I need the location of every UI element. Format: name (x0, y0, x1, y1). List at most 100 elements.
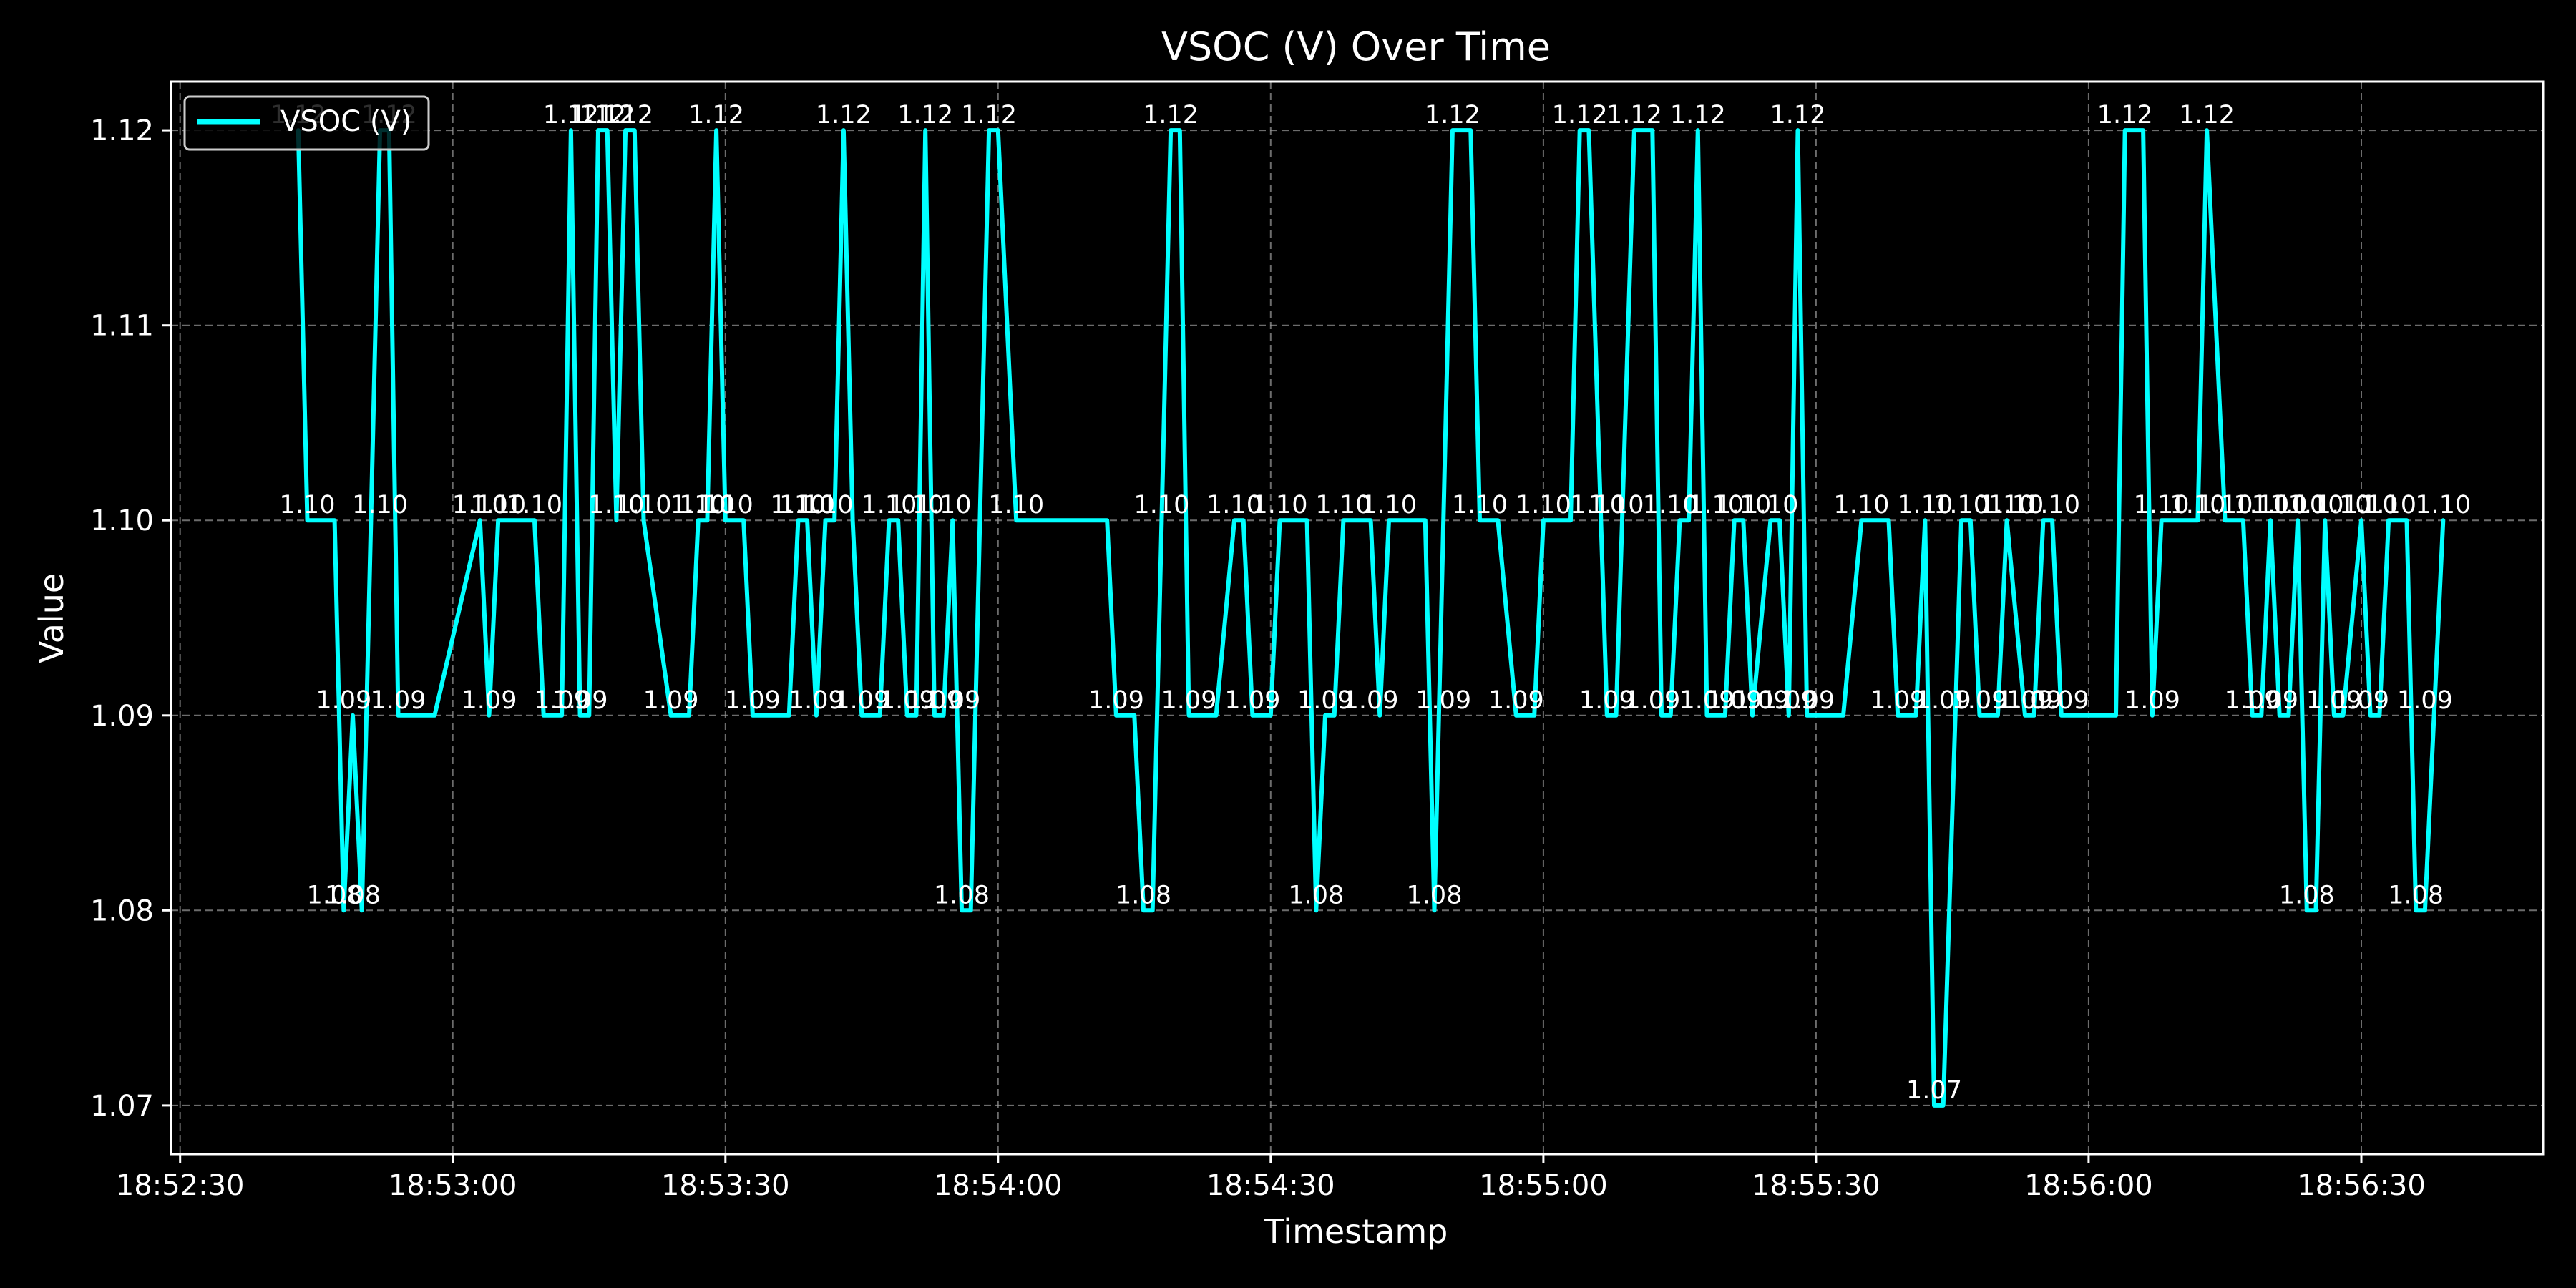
data-label: 1.10 (2252, 491, 2308, 519)
legend-box (183, 95, 430, 151)
data-label: 1.10 (1933, 491, 1989, 519)
y-tick-label: 1.07 (90, 1090, 154, 1123)
plot-frame (170, 80, 2545, 1156)
legend-label: VSOC (V) (280, 105, 411, 138)
data-label: 1.12 (2179, 101, 2235, 130)
data-label: 1.10 (2316, 491, 2371, 519)
data-label: 1.10 (2361, 491, 2416, 519)
x-tick-label: 18:53:30 (661, 1169, 790, 1202)
data-label: 1.10 (1643, 491, 1699, 519)
data-label: 1.10 (1742, 491, 1798, 519)
data-label: 1.09 (725, 686, 781, 715)
data-label: 1.10 (616, 491, 672, 519)
data-label: 1.10 (1315, 491, 1371, 519)
data-label: 1.08 (1407, 881, 1463, 909)
data-label: 1.12 (816, 101, 872, 130)
x-axis-ticks: 18:52:30 18:53:00 18:53:30 18:54:00 18:54:30… (116, 1154, 2426, 1202)
data-label: 1.09 (789, 686, 844, 715)
data-label: 1.08 (325, 881, 381, 909)
data-label: 1.12 (1670, 101, 1726, 130)
x-tick-label: 18:55:00 (1479, 1169, 1608, 1202)
data-label: 1.08 (1288, 881, 1344, 909)
data-label: 1.10 (2233, 491, 2289, 519)
data-label: 1.09 (643, 686, 699, 715)
data-label: 1.10 (2288, 491, 2344, 519)
data-label: 1.10 (1688, 491, 1744, 519)
chart-title: VSOC (V) Over Time (1161, 24, 1551, 69)
data-label: 1.10 (2134, 491, 2190, 519)
data-label: 1.09 (1297, 686, 1353, 715)
x-tick-label: 18:56:30 (2297, 1169, 2426, 1202)
y-tick-label: 1.10 (90, 504, 154, 537)
data-label: 1.09 (907, 686, 962, 715)
data-label: 1.12 (597, 101, 653, 130)
data-label: 1.09 (2397, 686, 2453, 715)
data-label: 1.10 (507, 491, 562, 519)
data-label: 1.08 (2279, 881, 2335, 909)
x-tick-label: 18:56:00 (2024, 1169, 2153, 1202)
y-axis-label: Value (32, 573, 71, 663)
data-label: 1.10 (2024, 491, 2080, 519)
series-layer (296, 128, 2446, 1108)
data-label: 1.10 (698, 491, 753, 519)
data-label: 1.09 (2124, 686, 2180, 715)
y-tick-label: 1.12 (90, 114, 154, 147)
data-label: 1.12 (2097, 101, 2153, 130)
data-label: 1.10 (1452, 491, 1508, 519)
data-label: 1.08 (307, 881, 363, 909)
data-label: 1.10 (2415, 491, 2471, 519)
data-label: 1.08 (934, 881, 990, 909)
legend: VSOC (V) (183, 95, 430, 151)
data-label: 1.12 (688, 101, 744, 130)
data-label: 1.09 (1870, 686, 1926, 715)
data-label: 1.09 (1779, 686, 1835, 715)
data-label: 1.10 (1715, 491, 1771, 519)
data-label: 1.09 (1734, 686, 1790, 715)
data-label: 1.10 (1206, 491, 1262, 519)
data-label: 1.09 (1415, 686, 1471, 715)
data-label: 1.09 (1579, 686, 1635, 715)
data-label: 1.09 (1343, 686, 1399, 715)
data-label: 1.10 (1988, 491, 2044, 519)
data-label: 1.12 (1606, 101, 1662, 130)
y-tick-label: 1.09 (90, 700, 154, 733)
data-label: 1.10 (280, 491, 336, 519)
data-label: 1.07 (1906, 1076, 1962, 1105)
data-label: 1.09 (924, 686, 980, 715)
data-label: 1.09 (2225, 686, 2280, 715)
data-label: 1.10 (1570, 491, 1626, 519)
data-label: 1.10 (470, 491, 526, 519)
data-label: 1.09 (1707, 686, 1762, 715)
data-label: 1.10 (1361, 491, 1417, 519)
data-label: 1.10 (798, 491, 854, 519)
data-label: 1.08 (2388, 881, 2444, 909)
data-label: 1.10 (2343, 491, 2399, 519)
x-tick-label: 18:53:00 (389, 1169, 517, 1202)
x-tick-label: 18:52:30 (116, 1169, 245, 1202)
x-axis-label: Timestamp (1264, 1212, 1448, 1251)
data-label: 1.09 (1916, 686, 1971, 715)
data-label: 1.10 (988, 491, 1044, 519)
data-label: 1.12 (961, 101, 1017, 130)
data-label: 1.10 (679, 491, 735, 519)
data-label: 1.09 (1997, 686, 2053, 715)
data-label: 1.09 (2306, 686, 2362, 715)
data-label: 1.10 (1979, 491, 2035, 519)
y-tick-label: 1.11 (90, 310, 154, 343)
data-label: 1.09 (2006, 686, 2062, 715)
data-label: 1.09 (462, 686, 517, 715)
data-label: 1.12 (1425, 101, 1480, 130)
data-label: 1.12 (897, 101, 953, 130)
series-line (296, 128, 2446, 1108)
data-label: 1.09 (1161, 686, 1217, 715)
x-tick-label: 18:55:30 (1752, 1169, 1880, 1202)
data-label: 1.10 (670, 491, 726, 519)
data-label: 1.09 (2034, 686, 2089, 715)
data-label: 1.09 (1088, 686, 1144, 715)
data-label: 1.10 (1516, 491, 1571, 519)
data-label: 1.10 (352, 491, 408, 519)
data-label: 1.09 (879, 686, 935, 715)
data-label: 1.09 (1624, 686, 1680, 715)
